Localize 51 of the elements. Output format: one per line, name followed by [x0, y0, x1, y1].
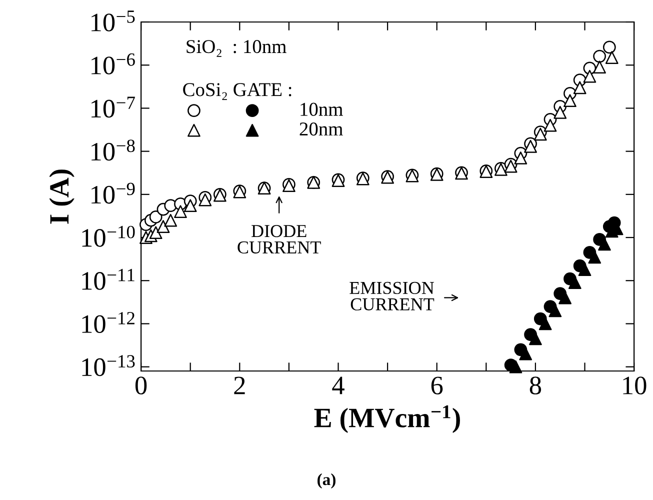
- point: [593, 60, 606, 74]
- annotation: EMISSION CURRENT: [350, 282, 434, 310]
- point: [544, 118, 557, 132]
- point: [588, 250, 602, 264]
- point: [598, 238, 611, 251]
- point: [174, 205, 187, 218]
- point: [568, 276, 582, 290]
- y-tick-label: 10$^{−7}$: [92, 96, 135, 118]
- y-tick-label: 10$^{−11}$: [82, 268, 134, 290]
- y-tick-label: 10$^{−5}$: [92, 10, 135, 32]
- point: [524, 140, 537, 153]
- point: [593, 50, 606, 63]
- point: [164, 214, 178, 227]
- x-tick-label: 0: [135, 376, 147, 394]
- point: [529, 332, 542, 346]
- point: [538, 317, 552, 330]
- x-tick-label: 2: [234, 376, 245, 394]
- legend-label: 20nm: [300, 122, 343, 136]
- legend-title: CoSi₂ GATE :: [183, 83, 292, 100]
- y-axis-title: I (A): [49, 170, 74, 224]
- annotation: SiO₂ : 10nm: [186, 40, 286, 57]
- point: [184, 199, 197, 212]
- annotation: DIODE CURRENT: [238, 224, 321, 254]
- x-tick-label: 6: [431, 376, 443, 394]
- x-axis-title: E (MVcm$^{−1}$): [314, 405, 460, 434]
- y-tick-label: 10$^{−12}$: [82, 312, 134, 333]
- point: [564, 94, 576, 108]
- point: [605, 51, 618, 64]
- y-tick-label: 10$^{−13}$: [82, 355, 135, 376]
- point: [573, 81, 586, 94]
- x-tick-label: 8: [530, 376, 542, 394]
- x-tick-label: 10: [623, 376, 646, 394]
- y-tick-label: 10$^{−6}$: [92, 53, 135, 74]
- point: [156, 220, 170, 233]
- point: [149, 226, 162, 240]
- text: (a): [318, 473, 336, 489]
- point: [509, 360, 522, 374]
- y-tick-label: 10$^{−9}$: [92, 182, 135, 204]
- point: [602, 40, 616, 54]
- point: [149, 210, 162, 224]
- point: [548, 304, 562, 318]
- point: [583, 70, 596, 83]
- point: [534, 128, 547, 141]
- point: [554, 106, 567, 119]
- x-tick-label: 4: [332, 376, 344, 394]
- point: [514, 152, 528, 164]
- point: [578, 263, 592, 276]
- point: [198, 193, 212, 206]
- y-tick-label: 10$^{−10}$: [82, 226, 135, 247]
- y-tick-label: 10$^{−8}$: [92, 140, 135, 161]
- legend-label: 10nm: [300, 102, 343, 116]
